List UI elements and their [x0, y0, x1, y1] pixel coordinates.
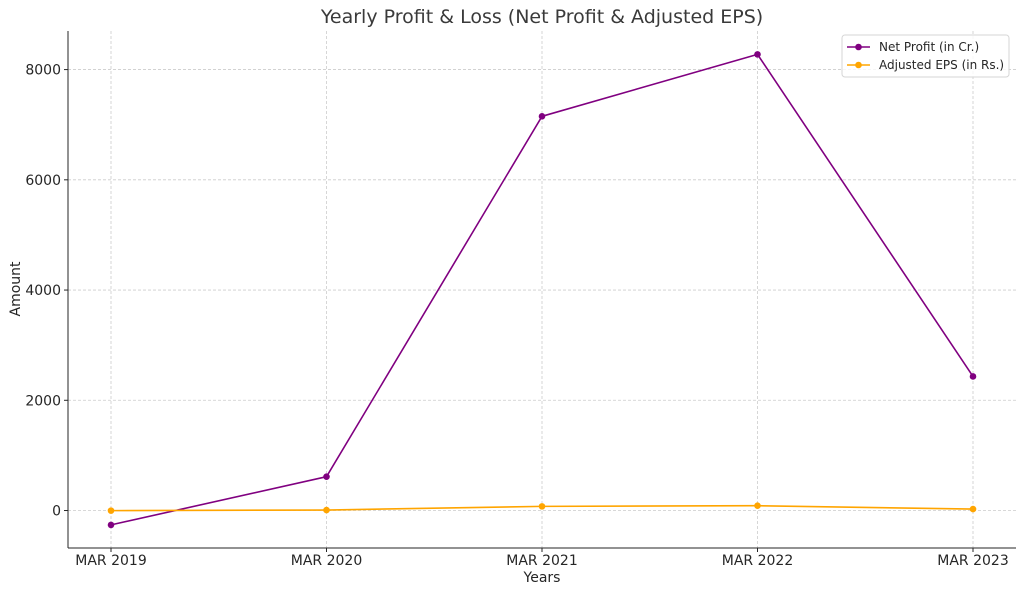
- data-point: [323, 506, 330, 514]
- legend-box: [841, 34, 1010, 78]
- legend-swatch-marker: [855, 61, 862, 69]
- legend-entry-adjusted-eps: Adjusted EPS (in Rs.): [847, 58, 1004, 72]
- y-tick-label: 0: [52, 504, 61, 520]
- data-point: [969, 373, 977, 380]
- data-point: [107, 507, 115, 514]
- data-point: [754, 502, 761, 510]
- data-point: [323, 473, 330, 480]
- x-tick-label: MAR 2020: [291, 553, 362, 569]
- legend: Net Profit (in Cr.) Adjusted EPS (in Rs.…: [841, 34, 1010, 78]
- x-tick-label: MAR 2022: [722, 553, 793, 569]
- x-tick-label: MAR 2019: [75, 553, 146, 569]
- data-point: [754, 51, 761, 58]
- y-tick-label: 8000: [25, 63, 61, 79]
- series: [107, 51, 977, 529]
- data-point: [969, 505, 977, 513]
- data-point: [538, 503, 546, 510]
- legend-swatch-marker: [855, 43, 862, 51]
- legend-label: Adjusted EPS (in Rs.): [879, 58, 1004, 72]
- y-axis-label: Amount: [8, 261, 24, 317]
- x-tick-label: MAR 2023: [937, 553, 1008, 569]
- x-tick-label: MAR 2021: [506, 553, 577, 569]
- data-point: [538, 113, 546, 120]
- legend-entry-net-profit: Net Profit (in Cr.): [847, 40, 979, 54]
- y-tick-label: 4000: [25, 283, 61, 299]
- legend-label: Net Profit (in Cr.): [879, 40, 979, 54]
- series-line-0: [110, 53, 974, 526]
- grid: [68, 31, 1016, 548]
- x-axis-label: Years: [523, 570, 561, 586]
- data-point: [107, 521, 115, 529]
- y-tick-label: 6000: [25, 173, 61, 189]
- chart-title: Yearly Profit & Loss (Net Profit & Adjus…: [320, 6, 763, 28]
- y-tick-label: 2000: [25, 393, 61, 409]
- ticks: MAR 2019 MAR 2020 MAR 2021 MAR 2022 MAR 2023…: [25, 63, 1008, 569]
